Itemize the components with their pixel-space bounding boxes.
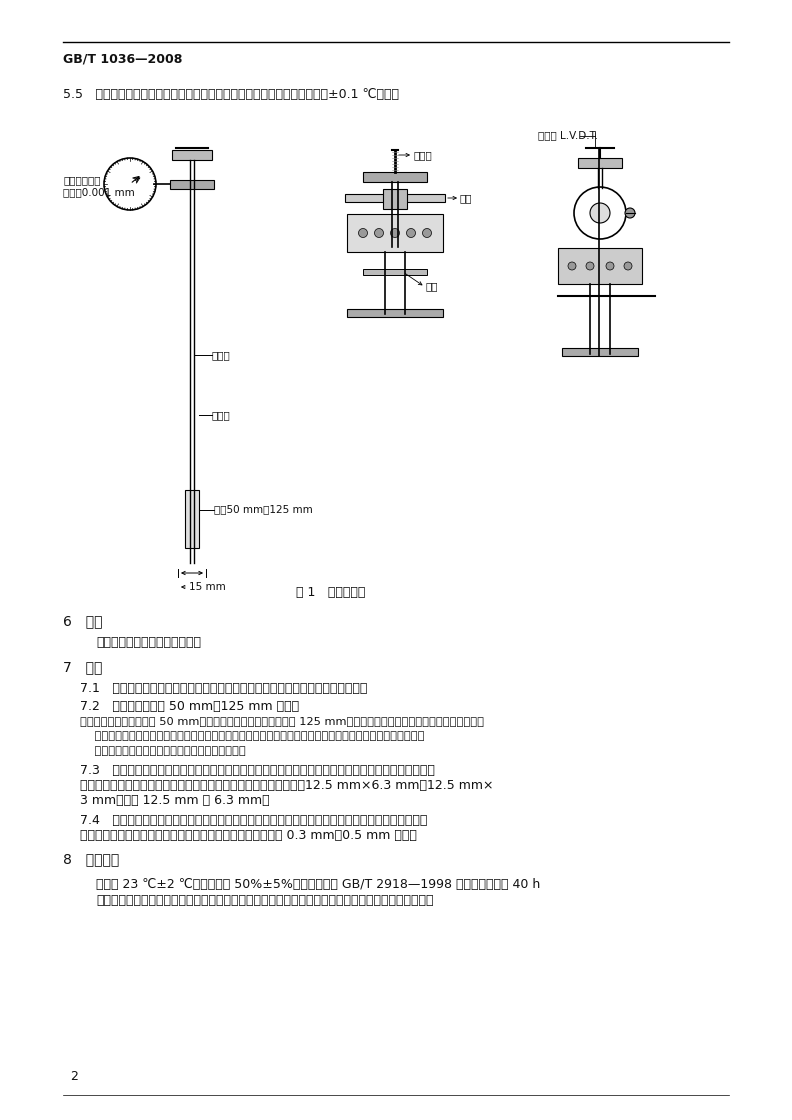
Text: 图 1 石英膌胀计: 图 1 石英膌胀计 bbox=[296, 586, 365, 599]
Bar bbox=[558, 248, 642, 284]
Circle shape bbox=[104, 158, 156, 211]
Circle shape bbox=[624, 262, 632, 270]
Text: 7.2 试样长度应该在 50 mm～125 mm 之间。: 7.2 试样长度应该在 50 mm～125 mm 之间。 bbox=[80, 700, 299, 713]
Text: 注：如果试样品长度小于 50 mm，灵敏度会降低。如果长度超过 125 mm，试样温度梯度就很难控制在前述范围之内。: 注：如果试样品长度小于 50 mm，灵敏度会降低。如果长度超过 125 mm，试… bbox=[80, 716, 484, 726]
Text: 石英管: 石英管 bbox=[212, 410, 230, 420]
Circle shape bbox=[590, 203, 610, 223]
Circle shape bbox=[375, 228, 383, 237]
Text: 使用的长度应根据设备的测量范围灵敏度以及期望伸长量和精度而定。一般来讲，如果温度很好控制，试样越: 使用的长度应根据设备的测量范围灵敏度以及期望伸长量和精度而定。一般来讲，如果温度… bbox=[80, 731, 425, 741]
Circle shape bbox=[586, 262, 594, 270]
Circle shape bbox=[422, 228, 432, 237]
Text: 试样50 mm～125 mm: 试样50 mm～125 mm bbox=[214, 504, 313, 514]
Bar bbox=[401, 194, 445, 202]
Text: 15 mm: 15 mm bbox=[189, 582, 226, 592]
Circle shape bbox=[625, 208, 635, 218]
Text: 记录用 L.V.D.T.: 记录用 L.V.D.T. bbox=[538, 130, 598, 140]
Text: 7.1 试验样品的制备，应使其应力以及各向异性最小，例如机加工、模塑或浇铸。: 7.1 试验样品的制备，应使其应力以及各向异性最小，例如机加工、模塑或浇铸。 bbox=[80, 682, 367, 696]
Circle shape bbox=[406, 228, 416, 237]
Text: 截面积应该足够大以能够保证样品不弯曲扭转。试样的截面一般为：12.5 mm×6.3 mm，12.5 mm×: 截面积应该足够大以能够保证样品不弯曲扭转。试样的截面一般为：12.5 mm×6.… bbox=[80, 780, 493, 792]
Bar bbox=[363, 172, 427, 181]
Text: 分度：0.001 mm: 分度：0.001 mm bbox=[63, 187, 135, 197]
Text: 7.3 试样截面应为圆、正方形或矩形，应能够使样品很容易地放人膨胀计内，而不应有过多的摩擦。横: 7.3 试样截面应为圆、正方形或矩形，应能够使样品很容易地放人膨胀计内，而不应有… bbox=[80, 764, 435, 777]
Circle shape bbox=[574, 187, 626, 239]
Text: 7.4 在试样两端垂直于试样长轴方向切平整。如果试样在膨胀计中收缩，则需要平滑的、薄的铁或者: 7.4 在试样两端垂直于试样长轴方向切平整。如果试样在膨胀计中收缩，则需要平滑的… bbox=[80, 814, 428, 827]
Text: 2: 2 bbox=[70, 1070, 78, 1083]
Text: 6 样品: 6 样品 bbox=[63, 614, 102, 628]
Text: 调零: 调零 bbox=[460, 193, 473, 203]
Text: 垣片: 垣片 bbox=[425, 281, 437, 291]
Circle shape bbox=[359, 228, 367, 237]
Text: 在温度 23 ℃±2 ℃，相对湿度 50%±5%的环境下按照 GB/T 2918—1998 状态调节不少于 40 h: 在温度 23 ℃±2 ℃，相对湿度 50%±5%的环境下按照 GB/T 2918… bbox=[96, 878, 540, 892]
Bar bbox=[185, 491, 199, 548]
Text: 后，进行试验。特殊情况按材料说明书或按供需双方商定的条件进行状态调节。在有争议的情况下，温: 后，进行试验。特殊情况按材料说明书或按供需双方商定的条件进行状态调节。在有争议的… bbox=[96, 894, 433, 907]
Bar bbox=[170, 180, 214, 189]
Text: 8 状态调节: 8 状态调节 bbox=[63, 852, 120, 866]
Bar bbox=[345, 194, 389, 202]
Bar bbox=[347, 309, 443, 317]
Circle shape bbox=[568, 262, 576, 270]
Text: 石英杆: 石英杆 bbox=[212, 349, 230, 360]
Bar bbox=[383, 189, 407, 209]
Bar bbox=[347, 214, 443, 252]
Text: 7 试样: 7 试样 bbox=[63, 660, 102, 674]
Circle shape bbox=[390, 228, 399, 237]
Bar bbox=[578, 158, 622, 168]
Text: 长，测试设备的灵敏度越高，测量结果精度越高。: 长，测试设备的灵敏度越高，测量结果精度越高。 bbox=[80, 746, 246, 756]
Text: 3 mm，直径 12.5 mm 或 6.3 mm。: 3 mm，直径 12.5 mm 或 6.3 mm。 bbox=[80, 794, 269, 808]
Bar bbox=[172, 150, 212, 160]
Text: 计量器刻度盘: 计量器刻度盘 bbox=[63, 175, 101, 185]
Text: GB/T 1036—2008: GB/T 1036—2008 bbox=[63, 52, 182, 65]
Bar bbox=[562, 348, 638, 356]
Circle shape bbox=[606, 262, 614, 270]
Text: 根据材料的相关规范进行制备。: 根据材料的相关规范进行制备。 bbox=[96, 636, 201, 648]
Bar bbox=[363, 269, 427, 276]
Text: 耧纹杆: 耧纹杆 bbox=[413, 150, 432, 160]
Text: 5.5 温度计或热电偶；以温度计或热电偶对液体浴的温度进行测量，精度在±0.1 ℃以内。: 5.5 温度计或热电偶；以温度计或热电偶对液体浴的温度进行测量，精度在±0.1 … bbox=[63, 88, 399, 101]
Text: 铝金属片粘牢试样，帮助其在膨胀计中定位。该金属片厚度在 0.3 mm～0.5 mm 之间。: 铝金属片粘牢试样，帮助其在膨胀计中定位。该金属片厚度在 0.3 mm～0.5 m… bbox=[80, 829, 417, 842]
